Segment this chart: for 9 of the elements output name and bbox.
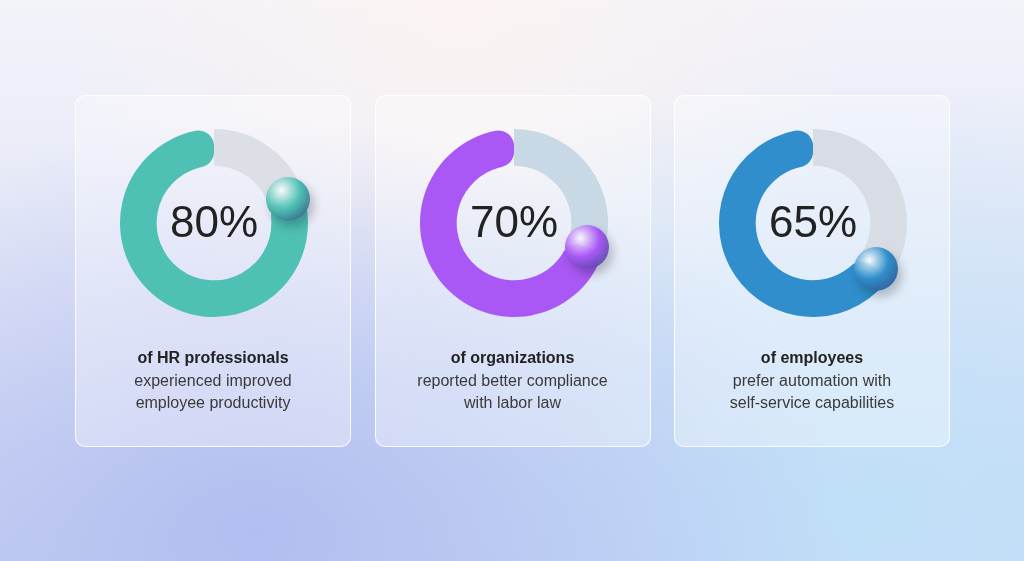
text: of employees	[759, 348, 865, 368]
text: of organizations	[449, 348, 576, 368]
text: experienced improved employee productivity	[134, 372, 292, 411]
text: of HR professionals	[136, 348, 290, 368]
data-label: 65%	[768, 197, 858, 247]
text: prefer automation with self-service capabilities	[729, 372, 895, 411]
data-label: 70%	[469, 197, 558, 247]
text: reported better compliance with labor law	[417, 372, 608, 411]
data-label: 80%	[169, 197, 259, 247]
